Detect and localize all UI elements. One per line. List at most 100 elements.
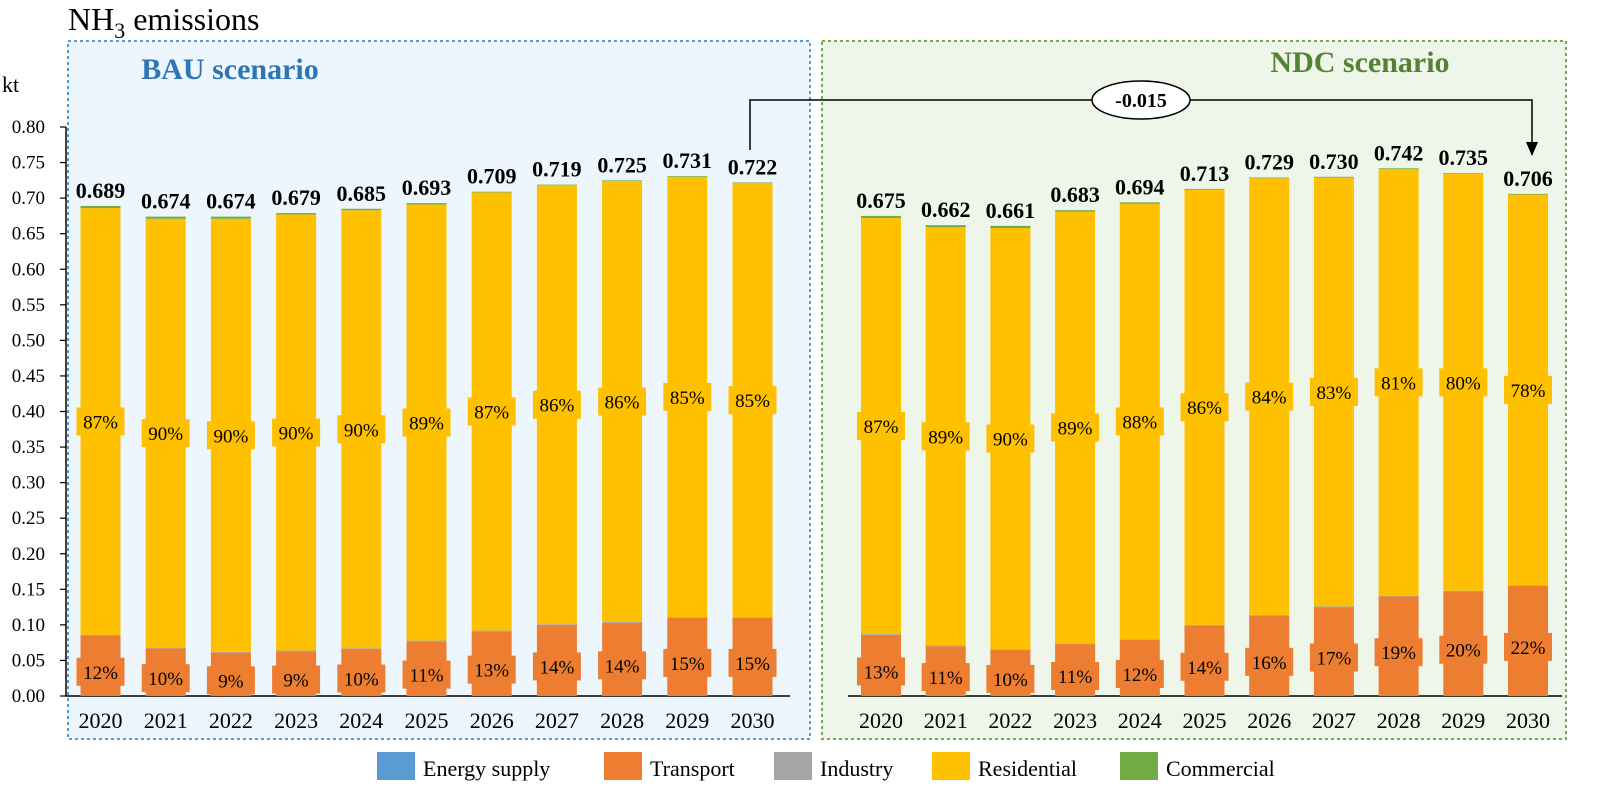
y-tick-label: 0.50: [12, 330, 45, 351]
transport-pct-label: 14%: [539, 657, 574, 678]
bar-segment-industry: [1055, 643, 1096, 645]
residential-pct-label: 90%: [148, 424, 183, 445]
residential-pct-label: 80%: [1446, 373, 1481, 394]
total-data-label: 0.731: [663, 148, 713, 173]
y-tick-label: 0.80: [12, 117, 45, 138]
residential-label-box: [141, 419, 190, 448]
bar-segment-industry: [276, 650, 317, 652]
transport-label-box: [1245, 647, 1294, 676]
x-tick-label: 2022: [988, 708, 1032, 733]
bar-segment-commercial: [145, 216, 186, 219]
transport-label-box: [532, 652, 581, 681]
x-tick-label: 2030: [731, 708, 775, 733]
y-tick-label: 0.00: [12, 686, 45, 707]
transport-pct-label: 16%: [1252, 653, 1287, 674]
transport-pct-label: 17%: [1316, 649, 1351, 670]
transport-pct-label: 22%: [1511, 638, 1546, 659]
transport-label-box: [728, 648, 777, 677]
bar-segment-commercial: [1184, 188, 1225, 190]
residential-label-box: [598, 387, 647, 416]
bar-segment-commercial: [1313, 176, 1354, 178]
x-tick-label: 2029: [665, 708, 709, 733]
residential-pct-label: 90%: [993, 430, 1028, 451]
bar-segment-industry: [1443, 590, 1484, 592]
residential-pct-label: 81%: [1381, 373, 1416, 394]
transport-label-box: [402, 660, 451, 689]
bar-segment-industry: [406, 640, 447, 642]
chart-title: NH3 emissions: [68, 1, 259, 43]
bar-segment-industry: [210, 651, 251, 653]
bar-segment-industry: [1184, 624, 1225, 626]
bar-segment-commercial: [732, 182, 773, 184]
legend-swatch-energy-supply: [377, 752, 415, 780]
x-tick-label: 2029: [1441, 708, 1485, 733]
x-tick-label: 2020: [859, 708, 903, 733]
x-tick-label: 2027: [535, 708, 579, 733]
difference-annotation: -0.015: [749, 80, 1538, 156]
residential-pct-label: 87%: [864, 417, 899, 438]
residential-label-box: [728, 386, 777, 415]
transport-label-box: [1051, 662, 1100, 691]
residential-label-box: [1180, 393, 1229, 422]
transport-pct-label: 10%: [344, 670, 379, 691]
bar-segment-commercial: [1119, 202, 1160, 204]
residential-pct-label: 89%: [409, 414, 444, 435]
residential-label-box: [272, 418, 321, 447]
transport-pct-label: 9%: [218, 671, 244, 692]
total-data-label: 0.683: [1050, 182, 1100, 207]
x-tick-label: 2030: [1506, 708, 1550, 733]
transport-pct-label: 12%: [83, 663, 118, 684]
transport-label-box: [986, 664, 1035, 693]
y-tick-label: 0.10: [12, 615, 45, 636]
transport-pct-label: 20%: [1446, 641, 1481, 662]
y-tick-label: 0.75: [12, 153, 45, 174]
y-tick-label: 0.25: [12, 508, 45, 529]
bar-segment-industry: [1249, 614, 1290, 616]
x-tick-label: 2021: [144, 708, 188, 733]
bar-segment-industry: [732, 617, 773, 618]
total-data-label: 0.679: [271, 185, 321, 210]
bar-segment-commercial: [1249, 177, 1290, 179]
transport-pct-label: 15%: [735, 654, 770, 675]
transport-label-box: [921, 663, 970, 692]
residential-pct-label: 88%: [1122, 412, 1157, 433]
total-data-label: 0.719: [532, 157, 582, 182]
transport-label-box: [1504, 632, 1552, 661]
transport-pct-label: 10%: [993, 670, 1028, 691]
y-tick-label: 0.45: [12, 366, 45, 387]
bar-segment-industry: [1508, 585, 1548, 586]
residential-pct-label: 87%: [474, 403, 509, 424]
total-data-label: 0.725: [597, 152, 647, 177]
total-data-label: 0.730: [1309, 149, 1359, 174]
difference-ellipse: [1091, 80, 1191, 120]
legend-swatch-transport: [604, 752, 642, 780]
y-tick-label: 0.05: [12, 650, 45, 671]
total-data-label: 0.675: [856, 188, 906, 213]
transport-pct-label: 14%: [1187, 658, 1222, 679]
bar-segment-commercial: [471, 191, 512, 193]
transport-label-box: [1374, 638, 1423, 667]
transport-pct-label: 9%: [283, 671, 309, 692]
transport-pct-label: 15%: [670, 654, 705, 675]
legend-label: Industry: [820, 756, 893, 781]
residential-label-box: [1439, 368, 1488, 397]
residential-pct-label: 78%: [1511, 381, 1546, 402]
bar-segment-industry: [80, 634, 121, 636]
x-tick-label: 2021: [924, 708, 968, 733]
transport-label-box: [1309, 643, 1358, 672]
legend: Energy supply Transport Industry Residentia…: [377, 752, 1275, 781]
x-tick-label: 2027: [1312, 708, 1356, 733]
bar-segment-industry: [861, 634, 901, 635]
residential-label-box: [337, 415, 386, 444]
total-data-label: 0.685: [337, 181, 387, 206]
y-tick-label: 0.15: [12, 579, 45, 600]
y-axis-unit: kt: [2, 72, 19, 97]
x-tick-label: 2024: [1118, 708, 1162, 733]
bar-segment-commercial: [276, 213, 317, 215]
residential-pct-label: 85%: [670, 388, 705, 409]
transport-pct-label: 19%: [1381, 643, 1416, 664]
legend-label: Energy supply: [423, 756, 550, 781]
y-tick-label: 0.55: [12, 295, 45, 316]
x-tick-label: 2020: [79, 708, 123, 733]
